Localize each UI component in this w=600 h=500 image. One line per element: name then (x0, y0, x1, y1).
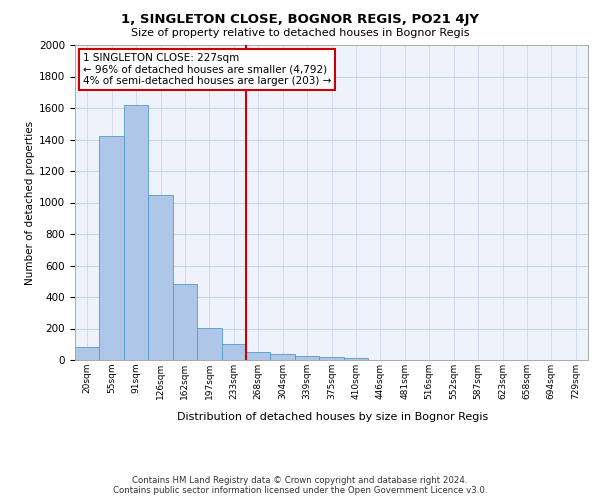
Text: 1 SINGLETON CLOSE: 227sqm
← 96% of detached houses are smaller (4,792)
4% of sem: 1 SINGLETON CLOSE: 227sqm ← 96% of detac… (83, 53, 331, 86)
Bar (221, 344, 246, 360)
Bar (100, 136, 124, 360)
Bar (75, 348, 100, 360)
Bar (197, 328, 221, 360)
Bar (295, 356, 319, 360)
Bar (344, 358, 368, 360)
Bar (173, 284, 197, 360)
Y-axis label: Number of detached properties: Number of detached properties (25, 120, 35, 284)
Bar (319, 357, 344, 360)
Text: Size of property relative to detached houses in Bognor Regis: Size of property relative to detached ho… (131, 28, 469, 38)
Bar (271, 354, 295, 360)
Bar (148, 194, 173, 360)
Text: Distribution of detached houses by size in Bognor Regis: Distribution of detached houses by size … (178, 412, 488, 422)
Text: 1, SINGLETON CLOSE, BOGNOR REGIS, PO21 4JY: 1, SINGLETON CLOSE, BOGNOR REGIS, PO21 4… (121, 12, 479, 26)
Bar (124, 105, 148, 360)
Bar (246, 352, 271, 360)
Text: Contains HM Land Registry data © Crown copyright and database right 2024.
Contai: Contains HM Land Registry data © Crown c… (113, 476, 487, 495)
